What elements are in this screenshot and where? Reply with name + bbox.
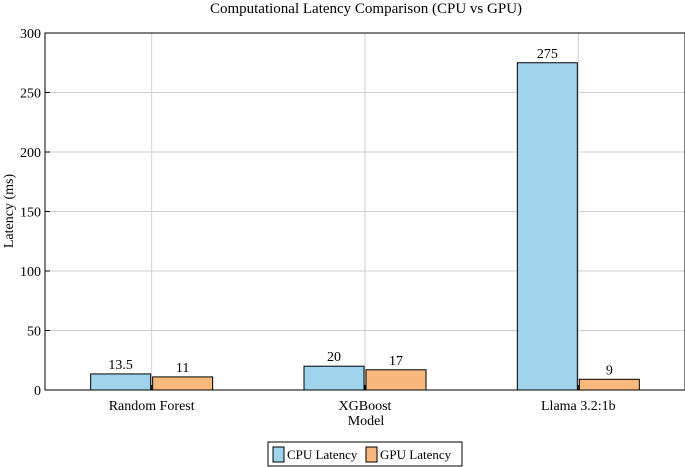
legend-swatch [272,446,285,463]
y-tick-label: 200 [20,146,41,161]
y-tick-label: 50 [27,325,41,340]
bars [90,62,640,391]
legend: CPU Latency GPU Latency [267,441,463,467]
bar-cpu [516,62,578,391]
bar-cpu [90,373,152,391]
x-tick-label: XGBoost [339,399,392,414]
x-axis-label: Model [348,414,385,429]
legend-label: GPU Latency [380,447,452,462]
bar-value-labels: 13.5 11 20 17 275 9 [108,47,612,379]
y-tick-label: 0 [34,384,41,399]
plot-frame [44,32,685,391]
y-tick-label: 250 [20,87,41,102]
bar-cpu [303,365,365,391]
bar-value-label: 11 [176,361,189,376]
bar-gpu [578,378,640,391]
legend-swatch [365,446,378,463]
bar-gpu [365,369,427,391]
y-tick-label: 300 [20,27,41,42]
legend-frame [267,441,463,467]
y-tick-label: 100 [20,265,41,280]
y-tick-label: 150 [20,206,41,221]
bar-gpu [152,376,214,391]
x-tick-label: Llama 3.2:1b [541,399,616,414]
bar-value-label: 17 [389,354,403,369]
bar-value-label: 13.5 [108,358,133,373]
x-tick-label: Random Forest [109,399,195,414]
bar-value-label: 9 [606,363,613,378]
x-axis-ticks: Random Forest XGBoost Llama 3.2:1b [109,385,616,414]
y-axis-label: Latency (ms) [2,174,17,249]
bar-value-label: 20 [327,350,341,365]
legend-label: CPU Latency [287,447,358,462]
grid-lines [45,33,685,390]
bar-value-label: 275 [537,47,558,62]
chart-title: Computational Latency Comparison (CPU vs… [210,1,522,17]
